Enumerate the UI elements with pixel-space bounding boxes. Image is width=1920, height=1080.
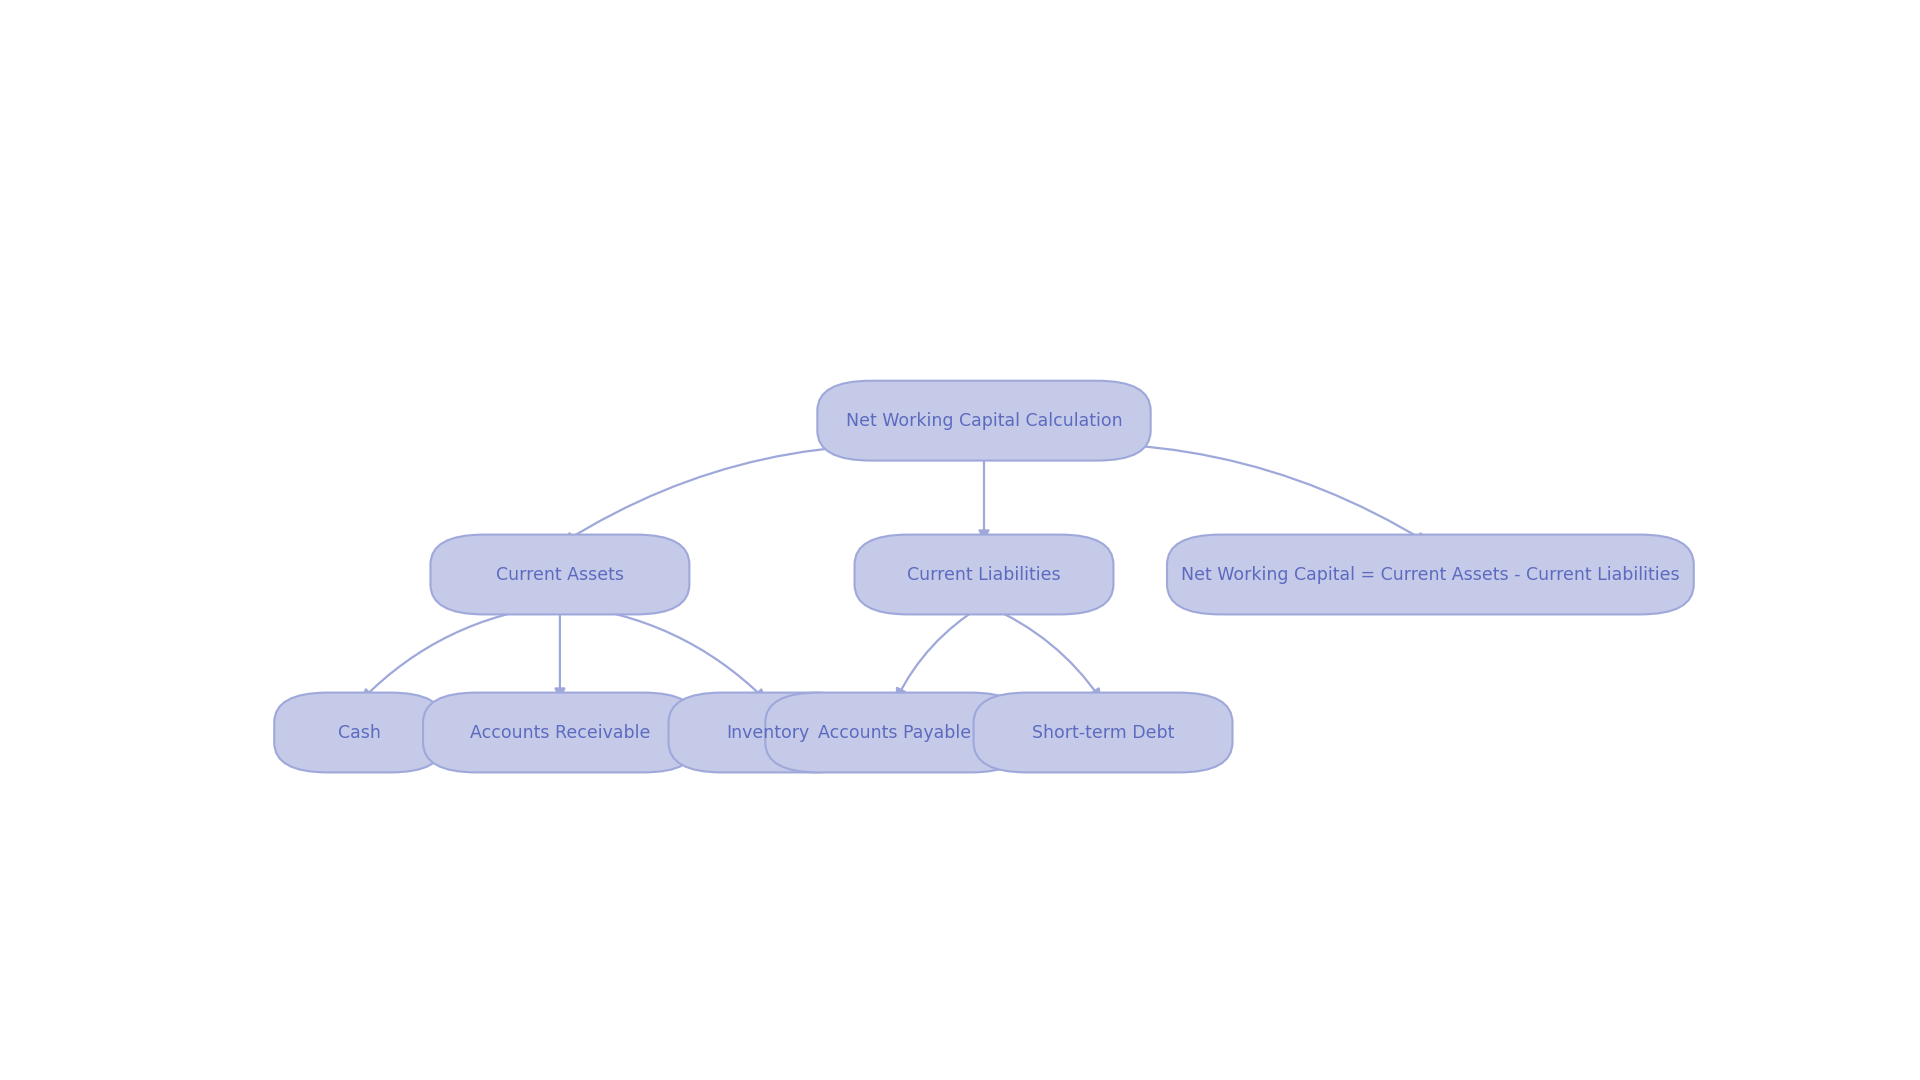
FancyArrowPatch shape [897, 606, 981, 698]
FancyArrowPatch shape [979, 454, 989, 539]
FancyArrowPatch shape [555, 607, 564, 698]
Text: Short-term Debt: Short-term Debt [1031, 724, 1175, 742]
Text: Accounts Payable: Accounts Payable [818, 724, 972, 742]
Text: Net Working Capital Calculation: Net Working Capital Calculation [845, 411, 1123, 430]
FancyBboxPatch shape [275, 692, 444, 772]
Text: Current Assets: Current Assets [495, 566, 624, 583]
FancyBboxPatch shape [668, 692, 868, 772]
FancyBboxPatch shape [854, 535, 1114, 615]
Text: Current Liabilities: Current Liabilities [906, 566, 1062, 583]
FancyArrowPatch shape [363, 605, 557, 699]
FancyArrowPatch shape [987, 606, 1100, 699]
FancyBboxPatch shape [1167, 535, 1693, 615]
FancyArrowPatch shape [987, 444, 1427, 542]
FancyBboxPatch shape [766, 692, 1023, 772]
FancyBboxPatch shape [422, 692, 697, 772]
FancyBboxPatch shape [430, 535, 689, 615]
FancyArrowPatch shape [563, 605, 764, 699]
Text: Accounts Receivable: Accounts Receivable [470, 724, 651, 742]
FancyArrowPatch shape [564, 445, 981, 542]
Text: Inventory: Inventory [726, 724, 810, 742]
FancyBboxPatch shape [973, 692, 1233, 772]
Text: Cash: Cash [338, 724, 380, 742]
FancyBboxPatch shape [818, 381, 1150, 460]
Text: Net Working Capital = Current Assets - Current Liabilities: Net Working Capital = Current Assets - C… [1181, 566, 1680, 583]
